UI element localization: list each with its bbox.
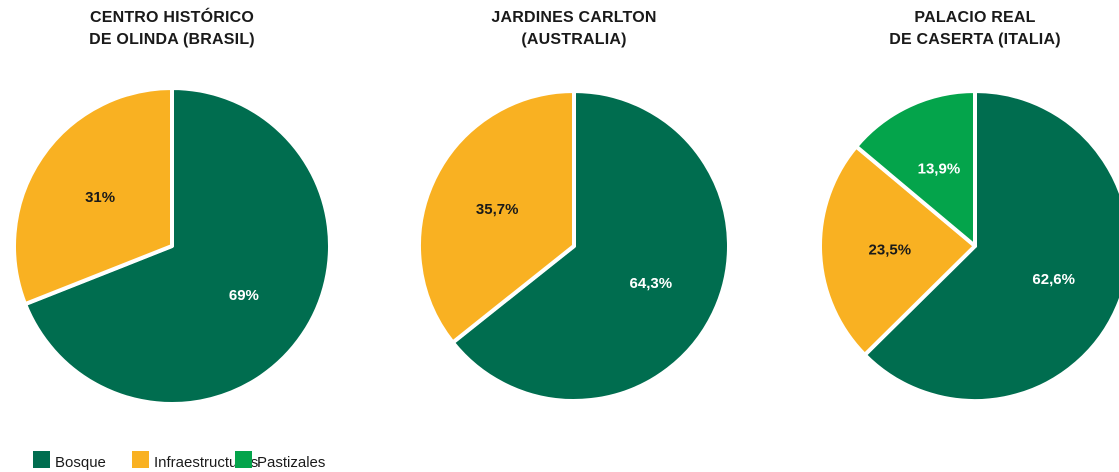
slice-label-bosque: 64,3% xyxy=(630,275,673,292)
legend-swatch-pastizales xyxy=(235,451,252,468)
slice-label-infraestructuras: 23,5% xyxy=(869,242,912,259)
legend-label-infraestructuras: Infraestructuras xyxy=(154,454,258,471)
pie-slice-bosque xyxy=(862,89,1119,403)
legend-swatch-infraestructuras xyxy=(132,451,149,468)
pie-slice-pastizales xyxy=(854,89,977,248)
chart-title-line: PALACIO REAL xyxy=(914,9,1035,26)
pie-chart-2: JARDINES CARLTON (AUSTRALIA) 64,3% 35,7% xyxy=(417,9,731,403)
chart-title-line: JARDINES CARLTON xyxy=(491,9,656,26)
chart-title-line: DE CASERTA (ITALIA) xyxy=(889,31,1061,48)
legend-item-infraestructuras: Infraestructuras xyxy=(132,451,258,471)
pie-slice-infraestructuras xyxy=(12,86,174,307)
slice-label-infraestructuras: 35,7% xyxy=(476,201,519,218)
pie-slice-infraestructuras xyxy=(417,89,576,345)
chart-title-line: CENTRO HISTÓRICO xyxy=(90,7,254,26)
legend-label-pastizales: Pastizales xyxy=(257,454,325,471)
legend-swatch-bosque xyxy=(33,451,50,468)
chart-title-line: DE OLINDA (BRASIL) xyxy=(89,31,255,48)
pie-slice-infraestructuras xyxy=(818,144,977,357)
pie-slice-bosque xyxy=(23,86,333,406)
slice-label-pastizales: 13,9% xyxy=(918,161,961,178)
pie-chart-3: PALACIO REAL DE CASERTA (ITALIA) 62,6% 23,5… xyxy=(818,9,1119,403)
slice-label-bosque: 62,6% xyxy=(1032,271,1075,288)
slice-label-infraestructuras: 31% xyxy=(85,189,115,206)
legend-item-pastizales: Pastizales xyxy=(235,451,325,471)
pie-slice-bosque xyxy=(450,89,731,403)
legend-item-bosque: Bosque xyxy=(33,451,106,471)
legend-label-bosque: Bosque xyxy=(55,454,106,471)
pie-chart-1: CENTRO HISTÓRICO DE OLINDA (BRASIL) 69% 31% xyxy=(12,7,333,406)
charts-layer: CENTRO HISTÓRICO DE OLINDA (BRASIL) 69% 31%… xyxy=(12,7,1119,406)
chart-title-line: (AUSTRALIA) xyxy=(521,31,626,48)
slice-label-bosque: 69% xyxy=(229,287,259,304)
